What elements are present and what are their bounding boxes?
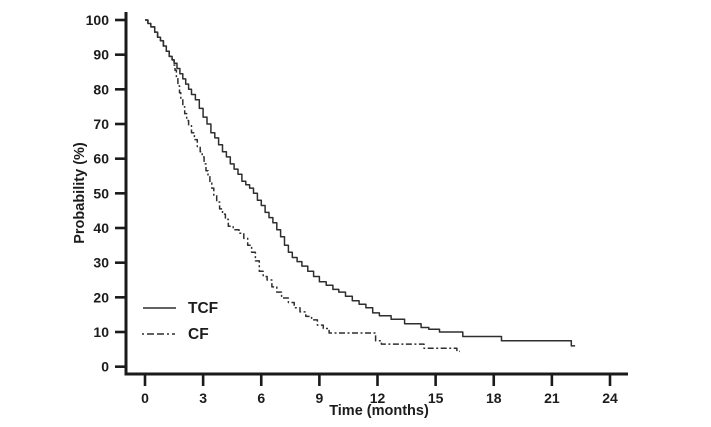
y-tick-label: 50 <box>93 185 109 201</box>
x-tick-label: 15 <box>428 390 444 406</box>
x-tick-label: 9 <box>315 390 323 406</box>
y-tick-label: 10 <box>93 324 109 340</box>
cf-curve <box>145 19 460 353</box>
x-tick-label: 3 <box>199 390 207 406</box>
y-axis: 0 10 20 30 40 50 60 70 80 90 100 <box>86 12 128 376</box>
legend-label-tcf: TCF <box>188 300 218 317</box>
survival-curves <box>145 19 576 353</box>
tcf-curve <box>145 19 576 347</box>
x-tick-label: 18 <box>486 390 502 406</box>
y-tick-label: 100 <box>86 12 110 28</box>
y-tick-label: 60 <box>93 151 109 167</box>
x-tick-label: 12 <box>370 390 386 406</box>
x-tick-label: 0 <box>141 390 149 406</box>
y-tick-label: 40 <box>93 220 109 236</box>
y-tick-label: 20 <box>93 289 109 305</box>
y-tick-label: 30 <box>93 255 109 271</box>
x-axis: 0 3 6 9 12 15 18 21 24 <box>124 372 628 406</box>
y-tick-label: 90 <box>93 47 109 63</box>
x-tick-label: 21 <box>544 390 560 406</box>
legend: TCF CF <box>142 300 218 343</box>
y-tick-label: 0 <box>101 359 109 375</box>
legend-label-cf: CF <box>188 326 209 343</box>
x-axis-title: Time (months) <box>329 403 429 419</box>
y-tick-label: 80 <box>93 81 109 97</box>
y-tick-label: 70 <box>93 116 109 132</box>
x-tick-label: 6 <box>257 390 265 406</box>
x-tick-label: 24 <box>602 390 618 406</box>
y-axis-title: Probability (%) <box>72 142 88 244</box>
